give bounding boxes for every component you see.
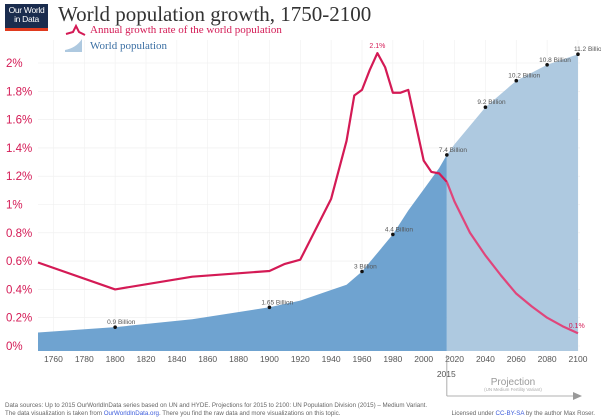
x-tick-label: 1880 [229, 354, 248, 364]
population-label: 3 Billion [354, 264, 377, 271]
x-tick-label: 1940 [322, 354, 341, 364]
footer-sources-text: Data sources: Up to 2015 OurWorldInData … [5, 402, 428, 409]
license-link[interactable]: CC-BY-SA [495, 410, 525, 417]
population-point [576, 52, 580, 56]
x-tick-label: 1980 [383, 354, 402, 364]
footer-text: . There you find the raw data and more v… [158, 410, 341, 417]
x-tick-label: 1820 [137, 354, 156, 364]
population-label: 10.2 Billion [508, 73, 540, 80]
population-label: 1.65 Billion [261, 299, 293, 306]
x-tick-label: 1780 [75, 354, 94, 364]
population-label: 11.2 Billion [574, 46, 601, 53]
x-tick-label: 1860 [198, 354, 217, 364]
logo-line1: Our World [8, 5, 45, 15]
y-tick-label: 1.6% [6, 115, 32, 127]
footer-text: The data visualization is taken from [5, 410, 104, 417]
population-area-projection [446, 54, 578, 351]
license-text: by the author Max Roser. [524, 410, 595, 417]
chart-title: World population growth, 1750-2100 [58, 2, 372, 26]
y-tick-label: 1.4% [6, 143, 32, 155]
population-point [113, 325, 117, 329]
x-tick-label: 2000 [414, 354, 433, 364]
y-tick-label: 2% [6, 58, 23, 70]
peak-label: 2.1% [369, 43, 385, 50]
growth-rate-line-historical [37, 51, 448, 291]
population-point [514, 78, 519, 83]
x-tick-label: 2040 [476, 354, 495, 364]
y-tick-label: 1.2% [6, 171, 32, 183]
projection-sublabel: (UN Medium Fertility Variant) [484, 387, 542, 392]
x-tick-label: 1900 [260, 354, 279, 364]
population-point [391, 232, 395, 237]
logo-line2: in Data [14, 14, 39, 24]
legend-growth-rate: Annual growth rate of the world populati… [90, 24, 282, 36]
population-label: 0.9 Billion [107, 319, 136, 326]
owid-logo[interactable]: Our World in Data [5, 4, 48, 31]
legend-population: World population [90, 40, 168, 52]
population-point [445, 153, 449, 157]
y-tick-label: 1.8% [6, 86, 32, 98]
x-tick-label: 2060 [507, 354, 526, 364]
footer-sources: Data sources: Up to 2015 OurWorldInData … [5, 402, 427, 418]
x-tick-label: 2080 [538, 354, 557, 364]
x-tick-label: 1960 [353, 354, 372, 364]
x-tick-label: 1760 [44, 354, 63, 364]
population-area-historical [38, 154, 447, 351]
y-tick-label: 0.8% [6, 228, 32, 240]
y-tick-label: 1% [6, 200, 23, 212]
x-tick-label: 1920 [291, 354, 310, 364]
projection-arrow-head [573, 392, 582, 400]
owid-link[interactable]: OurWorldInData.org [103, 410, 159, 417]
population-label: 4.4 Billion [385, 226, 414, 233]
x-tick-label: 1840 [167, 354, 186, 364]
footer-license: Licensed under CC-BY-SA by the author Ma… [451, 410, 595, 418]
projection-label: Projection [491, 377, 535, 388]
legend-population-icon [65, 39, 82, 52]
footer-line2: The data visualization is taken from Our… [5, 410, 427, 418]
population-point [483, 105, 488, 109]
population-point [267, 305, 272, 310]
population-label: 7.4 Billion [439, 147, 468, 154]
projection-year-label: 2015 [437, 369, 456, 379]
y-tick-label: 0% [6, 341, 23, 353]
legend-growth-icon [65, 23, 86, 36]
growth-rate-line-projection [445, 181, 579, 335]
x-tick-label: 2020 [445, 354, 464, 364]
x-tick-label: 1800 [106, 354, 125, 364]
y-tick-label: 0.6% [6, 256, 32, 268]
y-tick-label: 0.2% [6, 313, 32, 325]
population-point [545, 63, 549, 67]
x-tick-label: 2100 [569, 354, 588, 364]
population-point [360, 269, 364, 274]
population-label: 10.8 Billion [539, 57, 571, 64]
license-text: Licensed under [451, 410, 496, 417]
population-label: 9.2 Billion [477, 99, 506, 106]
end-label: 0.1% [569, 323, 585, 330]
y-tick-label: 0.4% [6, 284, 32, 296]
